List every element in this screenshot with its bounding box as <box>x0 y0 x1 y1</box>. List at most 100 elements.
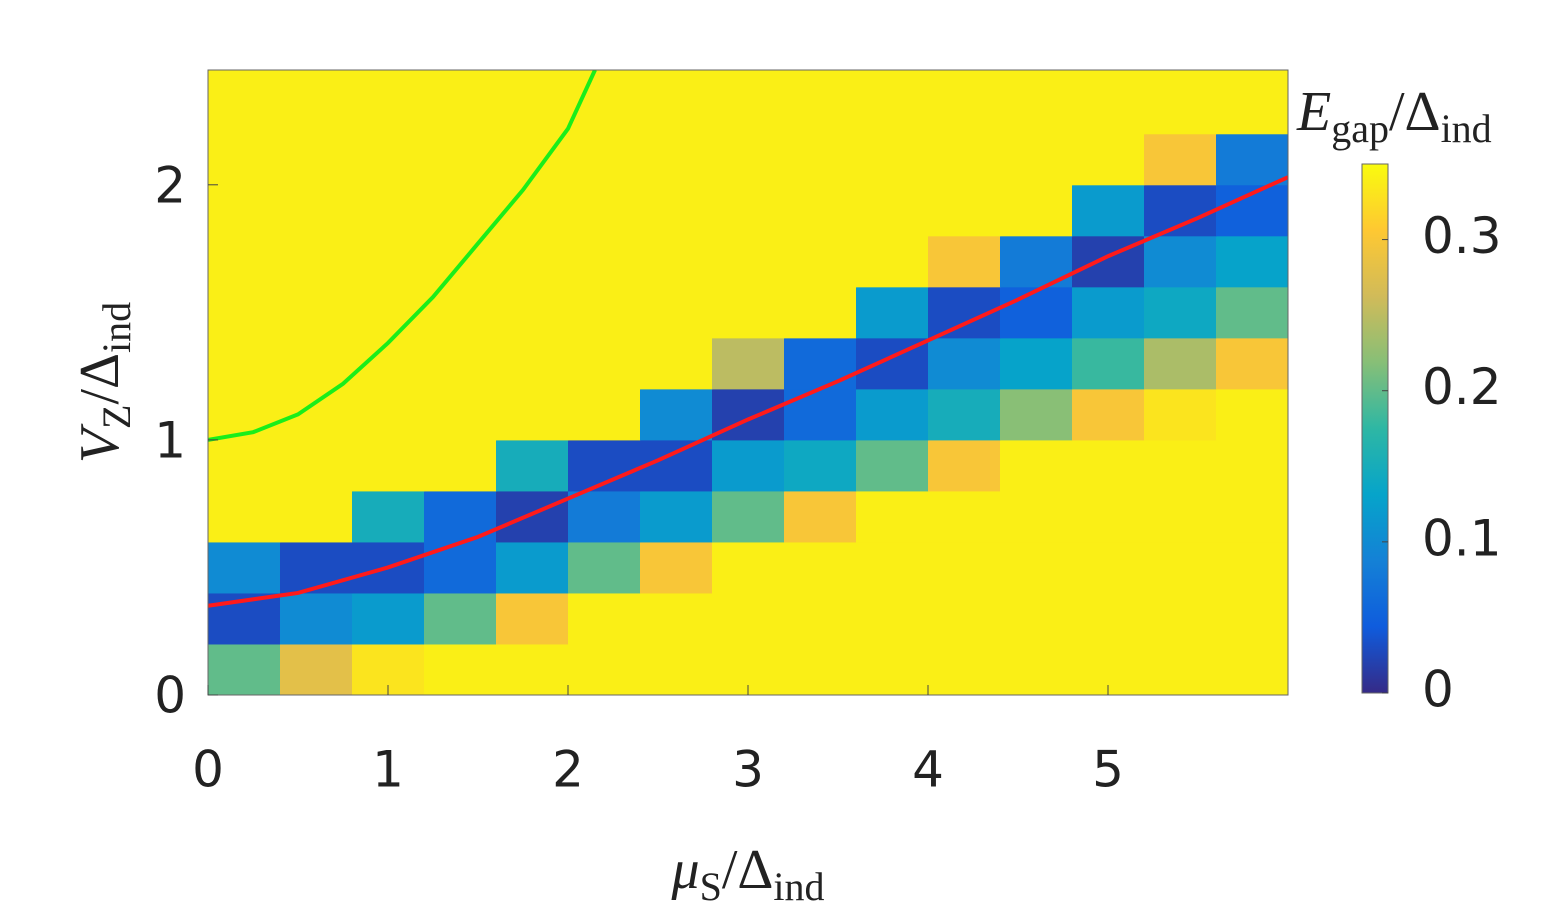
heatmap-cell <box>928 337 1001 390</box>
heatmap-cell <box>640 337 713 390</box>
label-part: ind <box>773 864 824 909</box>
colorbar-tick-label: 0.3 <box>1422 207 1502 265</box>
heatmap-cell <box>352 388 425 441</box>
heatmap-cell <box>568 592 641 645</box>
heatmap-cell <box>280 643 353 695</box>
label-part: /Δ <box>1389 81 1441 143</box>
heatmap-cell <box>1144 133 1217 186</box>
heatmap-cell <box>1000 70 1073 135</box>
heatmap-cell <box>208 184 281 237</box>
heatmap-cell <box>568 541 641 594</box>
heatmap-cell <box>1216 490 1288 543</box>
heatmap-cell <box>640 286 713 339</box>
heatmap-cell <box>1072 592 1145 645</box>
heatmap-cell <box>640 133 713 186</box>
heatmap-cell <box>640 184 713 237</box>
heatmap-cell <box>712 133 785 186</box>
label-part: E <box>1296 81 1331 143</box>
heatmap-cell <box>352 286 425 339</box>
heatmap-cell <box>1216 439 1288 492</box>
heatmap-cell <box>1144 388 1217 441</box>
heatmap-cell <box>928 490 1001 543</box>
heatmap-cell <box>856 490 929 543</box>
heatmap-cell <box>1000 592 1073 645</box>
heatmap-cell <box>280 184 353 237</box>
heatmap-cell <box>1072 541 1145 594</box>
heatmap-cell <box>784 286 857 339</box>
label-part: V <box>69 423 131 463</box>
heatmap-cell <box>1000 388 1073 441</box>
x-tick-label: 3 <box>732 741 764 799</box>
heatmap-cell <box>928 439 1001 492</box>
heatmap-cell <box>712 592 785 645</box>
colorbar-tick-label: 0 <box>1422 661 1454 719</box>
heatmap-cell <box>208 337 281 390</box>
heatmap-cell <box>640 70 713 135</box>
heatmap-cell <box>1144 643 1217 695</box>
heatmap-cell <box>1072 184 1145 237</box>
heatmap-cell <box>280 133 353 186</box>
colorbar-label: Egap/Δind <box>1296 81 1492 151</box>
heatmap-cell <box>1000 541 1073 594</box>
heatmap-cell <box>928 70 1001 135</box>
heatmap-cell <box>784 133 857 186</box>
y-tick-label: 2 <box>154 156 186 214</box>
heatmap-cell <box>712 490 785 543</box>
heatmap-cell <box>1000 643 1073 695</box>
heatmap-cell <box>208 439 281 492</box>
heatmap-cell <box>496 388 569 441</box>
heatmap-cell <box>784 337 857 390</box>
heatmap-cell <box>568 643 641 695</box>
heatmap-cell <box>784 388 857 441</box>
heatmap-cell <box>1072 70 1145 135</box>
heatmap-cell <box>280 490 353 543</box>
heatmap-cell <box>496 235 569 288</box>
heatmap-cell <box>640 592 713 645</box>
heatmap-cell <box>1000 337 1073 390</box>
heatmap-cell <box>352 439 425 492</box>
heatmap-cell <box>784 235 857 288</box>
heatmap-cell <box>496 70 569 135</box>
heatmap-cell <box>640 643 713 695</box>
heatmap-cell <box>424 184 497 237</box>
heatmap-cell <box>712 184 785 237</box>
y-tick-label: 1 <box>154 411 186 469</box>
heatmap-cell <box>208 490 281 543</box>
heatmap-cell <box>1216 337 1288 390</box>
heatmap-cell <box>568 388 641 441</box>
heatmap-cell <box>568 490 641 543</box>
heatmap-cell <box>568 133 641 186</box>
heatmap-cell <box>856 643 929 695</box>
heatmap-cell <box>856 286 929 339</box>
heatmap-cell <box>928 133 1001 186</box>
x-tick-label: 4 <box>912 741 944 799</box>
heatmap-cell <box>1216 133 1288 186</box>
x-tick-label: 5 <box>1092 741 1124 799</box>
heatmap-cell <box>1216 235 1288 288</box>
heatmap-cell <box>640 388 713 441</box>
heatmap-cell <box>928 643 1001 695</box>
heatmap-cell <box>352 133 425 186</box>
heatmap-cell <box>640 541 713 594</box>
heatmap-cell <box>784 643 857 695</box>
heatmap-cell <box>424 133 497 186</box>
heatmap-cell <box>640 439 713 492</box>
heatmap-cell <box>352 490 425 543</box>
heatmap-cell <box>280 337 353 390</box>
heatmap-cell <box>1144 235 1217 288</box>
heatmap-cell <box>568 184 641 237</box>
heatmap-cell <box>784 70 857 135</box>
heatmap-cell <box>1144 70 1217 135</box>
heatmap-cell <box>784 541 857 594</box>
heatmap-cell <box>352 184 425 237</box>
heatmap-cell <box>712 286 785 339</box>
heatmap-cell <box>1072 388 1145 441</box>
heatmap-cell <box>1216 70 1288 135</box>
heatmap-cell <box>784 184 857 237</box>
heatmap-cell <box>1216 643 1288 695</box>
heatmap-cell <box>856 439 929 492</box>
label-part: ind <box>1441 106 1492 151</box>
heatmap-cell <box>928 541 1001 594</box>
curves <box>208 70 1288 608</box>
heatmap-cell <box>1144 439 1217 492</box>
